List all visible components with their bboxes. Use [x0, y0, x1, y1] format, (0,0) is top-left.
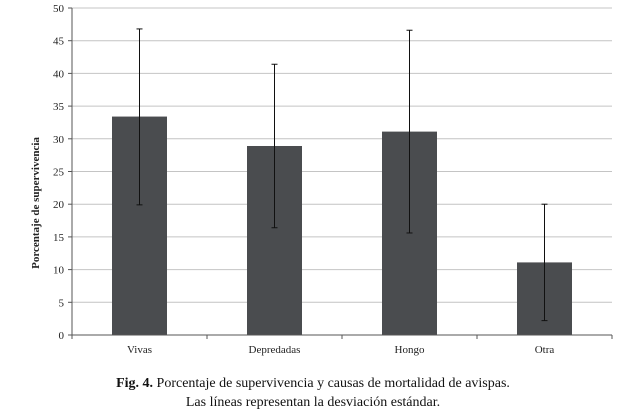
axes — [68, 7, 613, 339]
y-tick-label: 20 — [53, 199, 65, 211]
error-bars — [136, 28, 548, 322]
y-tick-label: 25 — [53, 167, 65, 179]
y-tick-label: 40 — [53, 68, 65, 80]
figure-caption: Fig. 4. Porcentaje de supervivencia y ca… — [0, 374, 626, 412]
y-tick-label: 45 — [53, 36, 65, 48]
y-tick-label: 15 — [53, 232, 65, 244]
y-tick-label: 10 — [53, 265, 65, 277]
y-tick-label: 0 — [59, 330, 65, 342]
axis-labels: 0 5 10 15 20 25 30 35 40 45 50 Vivas Depredadas Hongo… — [53, 3, 554, 356]
y-tick-label: 35 — [53, 101, 65, 113]
y-tick-label: 5 — [59, 297, 65, 309]
x-category-label: Vivas — [127, 344, 152, 356]
y-axis-label: Porcentaje de supervivencia — [30, 137, 42, 269]
bar-chart: 0 5 10 15 20 25 30 35 40 45 50 Vivas Depredadas Hongo… — [30, 3, 613, 356]
caption-line-2: Las líneas representan la desviación est… — [185, 395, 441, 410]
caption-text-1: Porcentaje de supervivencia y causas de … — [156, 376, 510, 391]
figure-number: Fig. 4. — [116, 376, 154, 391]
x-category-label: Depredadas — [249, 344, 301, 356]
x-category-label: Hongo — [395, 344, 425, 356]
x-category-label: Otra — [535, 344, 555, 356]
y-tick-label: 50 — [53, 3, 65, 15]
y-tick-label: 30 — [53, 134, 65, 146]
caption-line-1: Fig. 4. Porcentaje de supervivencia y ca… — [0, 374, 626, 393]
